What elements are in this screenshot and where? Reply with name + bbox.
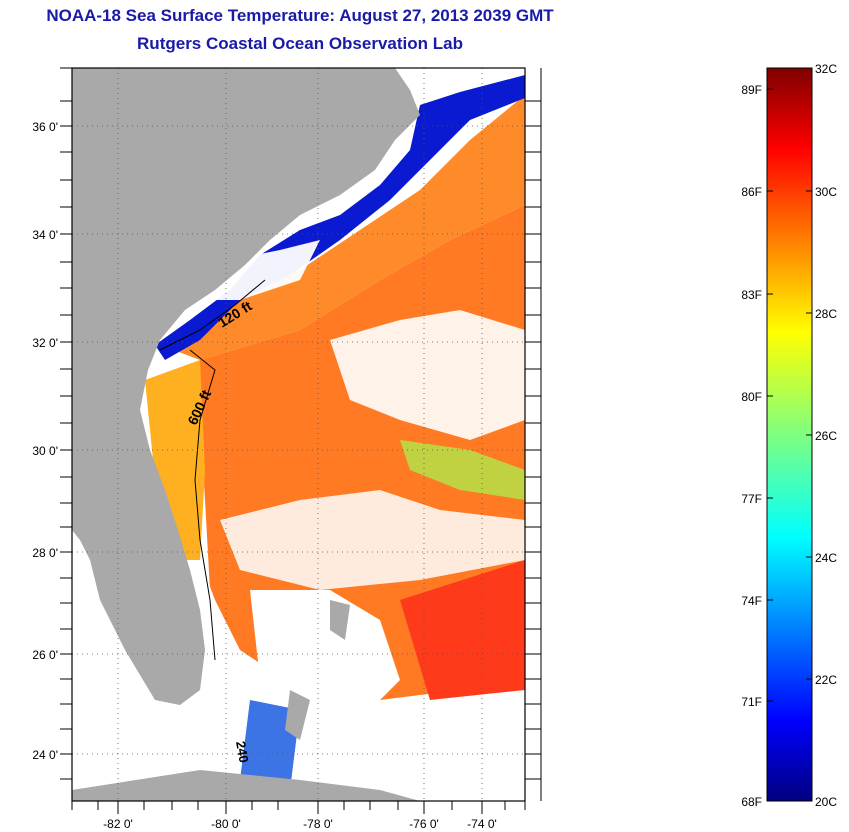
colorbar-f-label: 71F	[741, 695, 762, 709]
land-bahamas	[285, 690, 310, 740]
lat-label: 32 0'	[32, 336, 58, 350]
lat-label: 36 0'	[32, 120, 58, 134]
colorbar-f-label: 86F	[741, 185, 762, 199]
cloud-mask	[220, 490, 525, 590]
map-title: NOAA-18 Sea Surface Temperature: August …	[46, 6, 554, 25]
lon-label: -80 0'	[211, 817, 241, 831]
map-grid	[72, 68, 525, 801]
sst-patch-blue	[240, 700, 300, 790]
land-bahamas	[330, 600, 350, 640]
colorbar-c-label: 24C	[815, 551, 837, 565]
lat-label: 30 0'	[32, 444, 58, 458]
contour-label: 240	[233, 740, 252, 764]
axis-ticks	[60, 67, 541, 814]
cloud-mask	[330, 310, 525, 440]
colorbar	[766, 67, 813, 802]
cloud-mask	[250, 590, 400, 720]
map-border	[71, 67, 526, 802]
lat-label: 34 0'	[32, 228, 58, 242]
colorbar-f-label: 89F	[741, 83, 762, 97]
colorbar-f-label: 83F	[741, 288, 762, 302]
land-cuba	[72, 770, 420, 801]
lat-label: 28 0'	[32, 546, 58, 560]
contour-600ft	[189, 349, 216, 661]
lon-label: -78 0'	[303, 817, 333, 831]
lon-label: -82 0'	[103, 817, 133, 831]
colorbar-c-label: 32C	[815, 62, 837, 76]
colorbar-f-label: 68F	[741, 795, 762, 809]
colorbar-c-label: 28C	[815, 307, 837, 321]
lon-label: -76 0'	[409, 817, 439, 831]
map-subtitle: Rutgers Coastal Ocean Observation Lab	[137, 34, 463, 53]
sst-hot-region	[400, 560, 525, 700]
lat-label: 26 0'	[32, 648, 58, 662]
colorbar-f-label: 74F	[741, 594, 762, 608]
land-us-coast	[72, 68, 420, 705]
colorbar-c-label: 30C	[815, 185, 837, 199]
colorbar-f-label: 77F	[741, 492, 762, 506]
sst-patch-green	[400, 440, 525, 500]
colorbar-ticks	[767, 67, 812, 802]
sst-nearshore-warm	[145, 360, 205, 560]
colorbar-c-label: 26C	[815, 429, 837, 443]
contour-120ft	[159, 279, 266, 351]
map-layers	[72, 68, 525, 801]
lon-label: -74 0'	[467, 817, 497, 831]
colorbar-c-label: 20C	[815, 795, 837, 809]
colorbar-f-label: 80F	[741, 390, 762, 404]
lat-label: 24 0'	[32, 748, 58, 762]
colorbar-c-label: 22C	[815, 673, 837, 687]
